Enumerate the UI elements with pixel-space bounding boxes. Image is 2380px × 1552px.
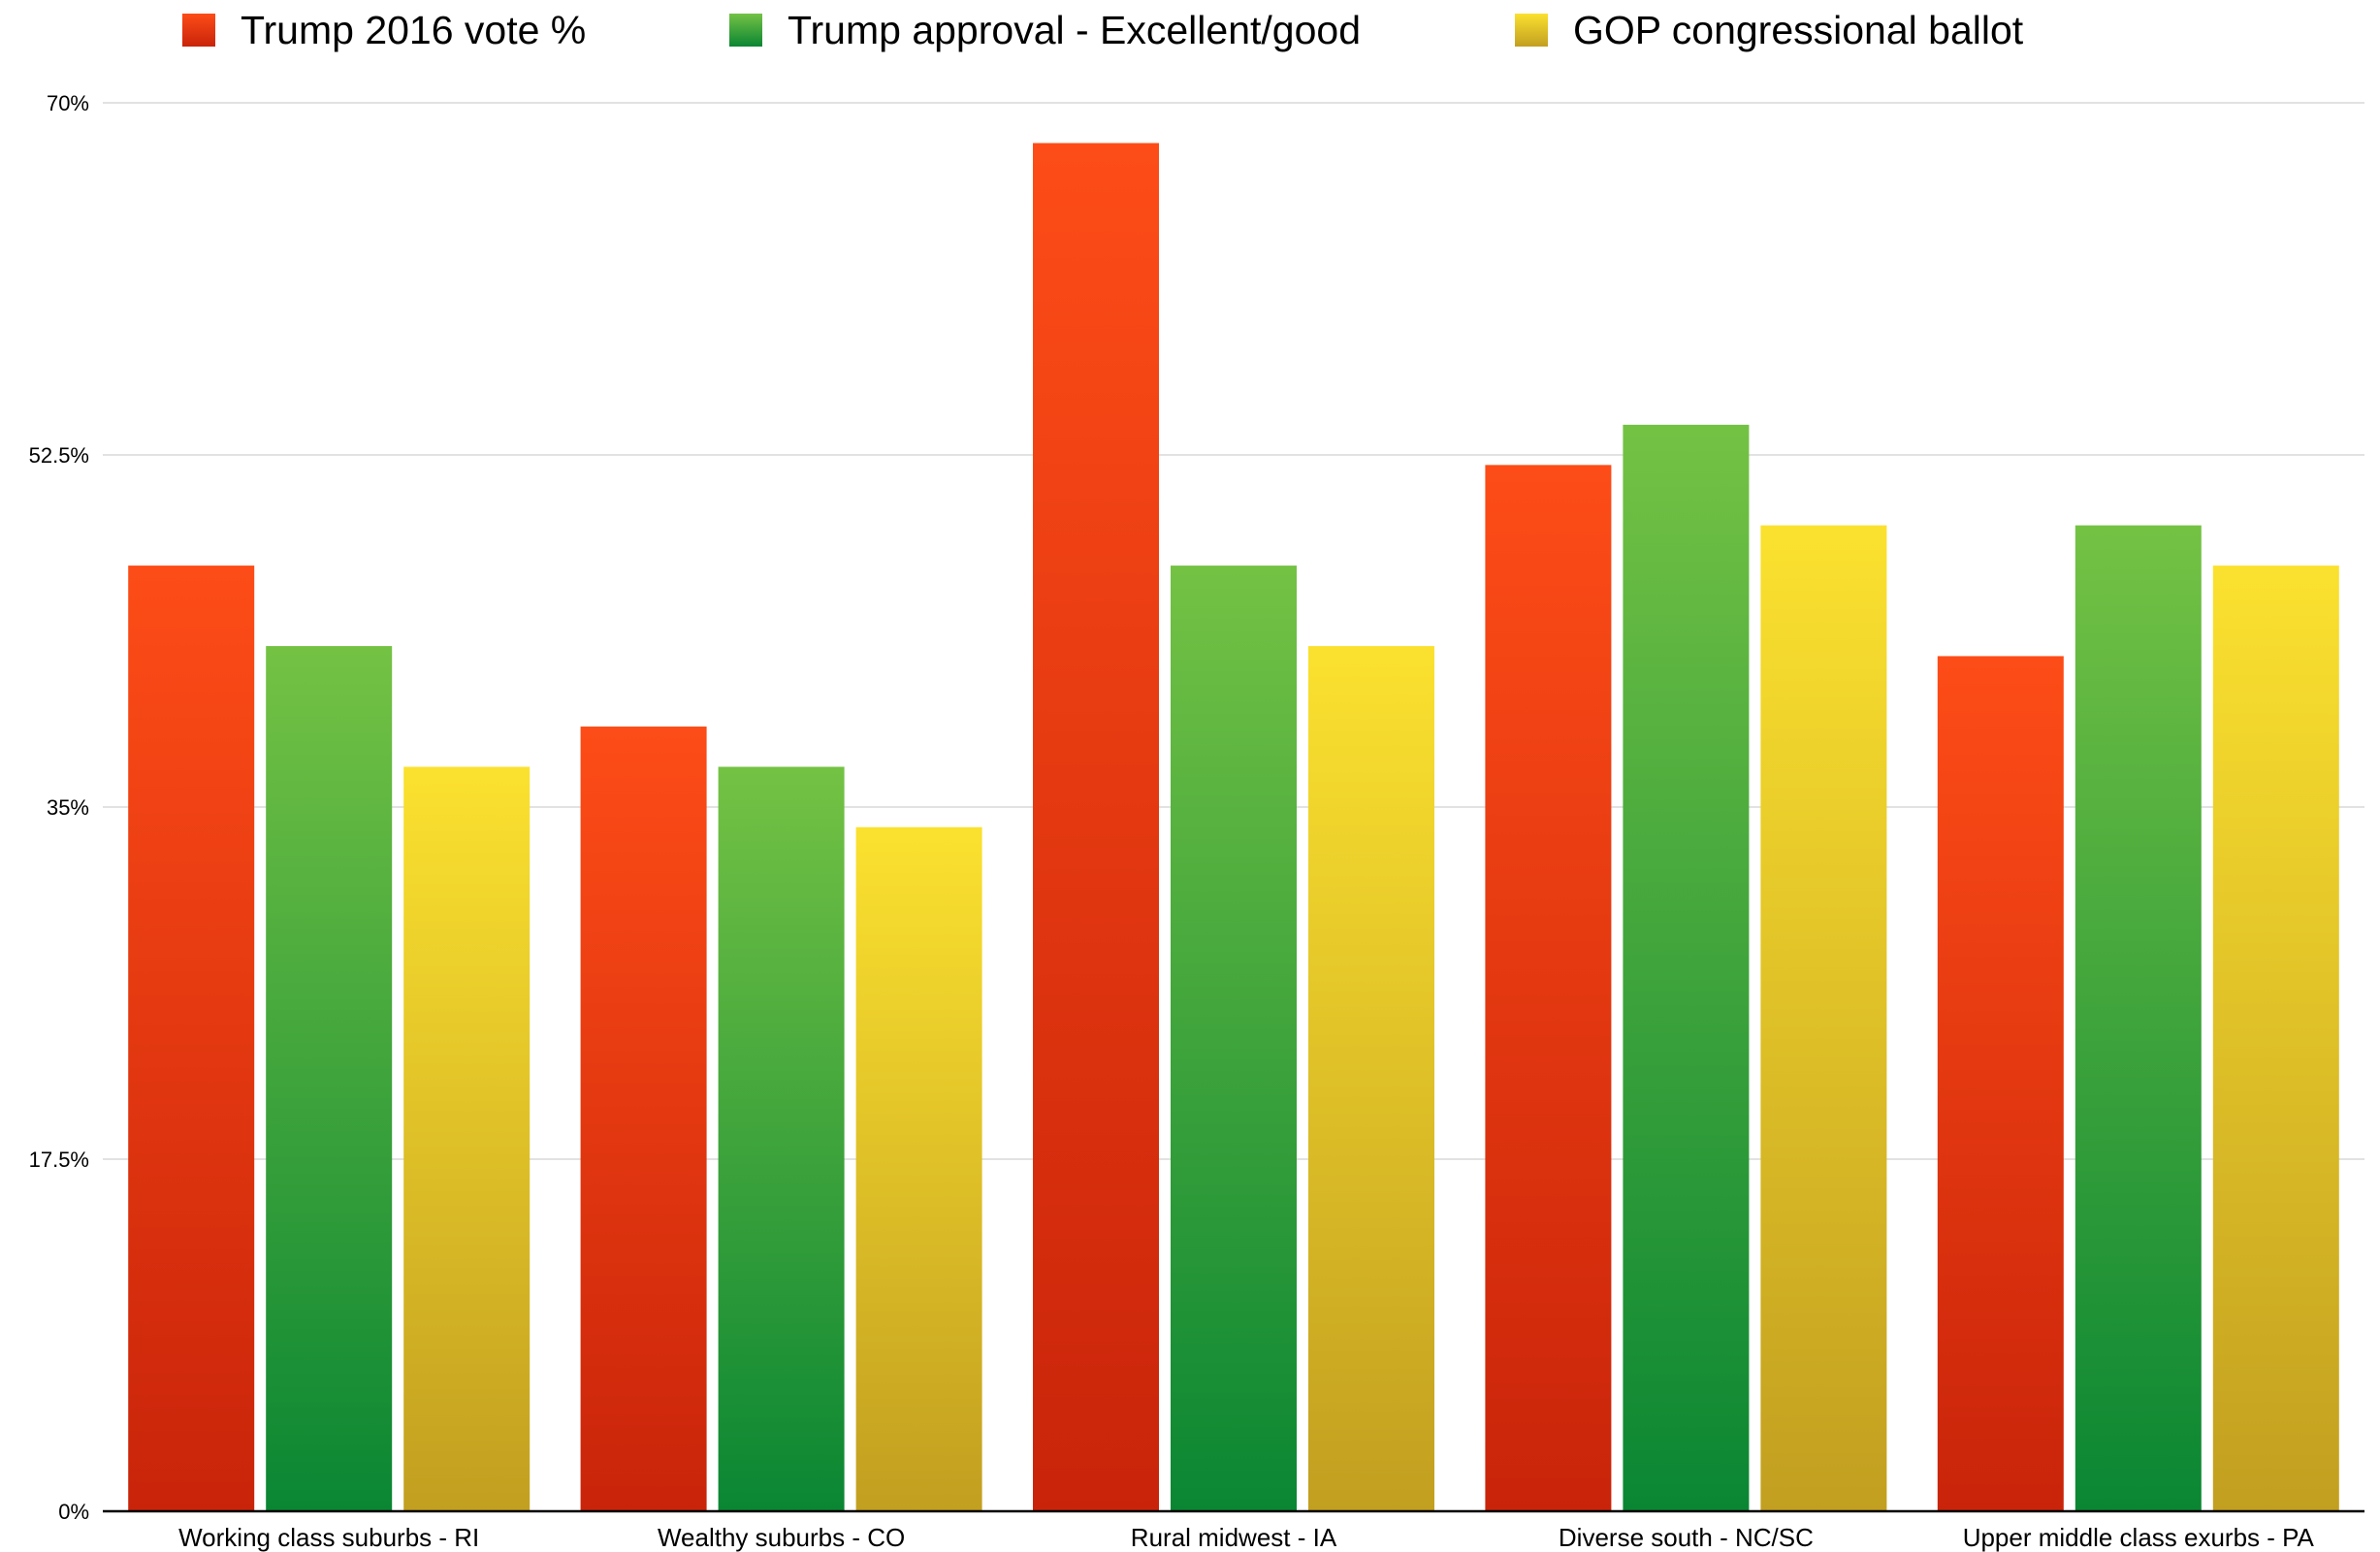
y-tick-label: 52.5% <box>29 443 89 468</box>
bar-series-2-cat-5 <box>2074 525 2202 1511</box>
x-axis: Working class suburbs - RI Wealthy suburb… <box>103 1509 2364 1552</box>
bar-series-3-cat-4 <box>1760 525 1887 1511</box>
legend-label-1: Trump 2016 vote % <box>241 8 586 52</box>
bars <box>128 143 2339 1511</box>
bar-series-1-cat-3 <box>1033 143 1159 1511</box>
legend-swatch-3 <box>1515 14 1548 47</box>
y-tick-label: 35% <box>47 795 89 820</box>
legend-label-2: Trump approval - Excellent/good <box>788 8 1361 52</box>
x-category-label: Wealthy suburbs - CO <box>658 1523 905 1552</box>
bar-series-1-cat-2 <box>580 727 707 1511</box>
bar-series-2-cat-4 <box>1623 424 1750 1511</box>
bar-series-2-cat-1 <box>266 646 393 1511</box>
x-category-label: Diverse south - NC/SC <box>1559 1523 1814 1552</box>
legend-swatch-2 <box>729 14 762 47</box>
bar-series-3-cat-3 <box>1308 646 1434 1511</box>
bar-series-1-cat-4 <box>1485 465 1612 1511</box>
bar-series-1-cat-5 <box>1937 656 2064 1511</box>
y-tick-label: 0% <box>58 1500 89 1524</box>
y-tick-label: 17.5% <box>29 1148 89 1172</box>
bar-series-3-cat-5 <box>2212 566 2339 1511</box>
y-tick-label: 70% <box>47 91 89 115</box>
bar-series-3-cat-1 <box>403 766 531 1511</box>
legend-swatch-1 <box>182 14 215 47</box>
x-category-label: Rural midwest - IA <box>1131 1523 1337 1552</box>
x-category-label: Upper middle class exurbs - PA <box>1963 1523 2315 1552</box>
x-category-label: Working class suburbs - RI <box>178 1523 479 1552</box>
bar-series-2-cat-2 <box>718 766 845 1511</box>
legend-label-3: GOP congressional ballot <box>1573 8 2024 52</box>
bar-series-1-cat-1 <box>128 566 255 1511</box>
y-axis-ticks: 0% 17.5% 35% 52.5% 70% <box>29 91 89 1524</box>
legend: Trump 2016 vote % Trump approval - Excell… <box>182 8 2024 52</box>
bar-series-3-cat-2 <box>855 826 982 1511</box>
bar-series-2-cat-3 <box>1171 566 1297 1511</box>
